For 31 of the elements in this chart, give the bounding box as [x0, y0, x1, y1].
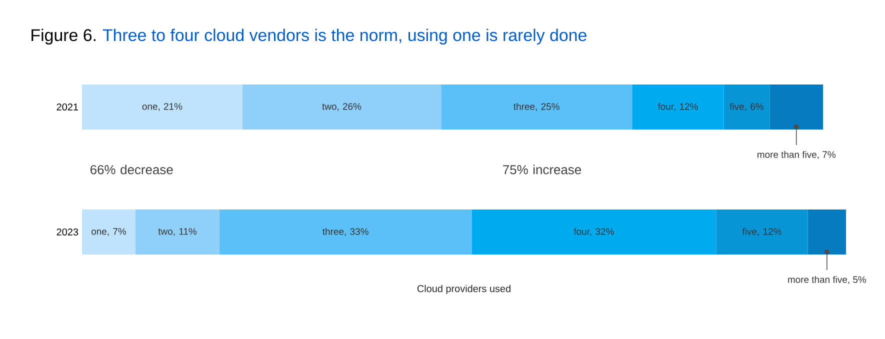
bar	[632, 84, 724, 130]
annotation: 66% decrease	[90, 164, 173, 174]
chart-title: Figure 6.	[32, 28, 96, 45]
bar	[82, 84, 242, 130]
data-label: three, 33%	[322, 228, 368, 236]
bar	[441, 84, 632, 130]
data-label: one, 21%	[142, 103, 182, 111]
chart-subtitle: Three to four cloud vendors is the norm, using one is rarely done	[102, 28, 586, 45]
annotation: 75% increase	[503, 164, 582, 174]
bar	[82, 210, 136, 255]
y-tick-label: 2023	[56, 228, 78, 236]
data-label: two, 26%	[322, 103, 362, 111]
bar	[220, 210, 472, 255]
data-label: five, 6%	[730, 102, 764, 112]
data-label: two, 11%	[158, 228, 197, 236]
data-label: four, 12%	[658, 102, 698, 112]
data-label: three, 25%	[514, 102, 560, 112]
data-label: more than five, 5%	[788, 276, 866, 284]
bar	[770, 84, 824, 130]
data-label: more than five, 7%	[758, 150, 836, 160]
bar	[242, 84, 442, 130]
bar	[135, 210, 220, 255]
bar	[716, 210, 808, 255]
data-label: one, 7%	[92, 228, 126, 236]
data-label: five, 12%	[742, 228, 782, 236]
bar	[724, 84, 770, 130]
x-axis-title: Cloud providers used	[417, 284, 510, 294]
y-tick-label: 2021	[56, 103, 78, 111]
bar	[808, 210, 846, 255]
bar	[472, 210, 716, 255]
data-label: four, 32%	[574, 228, 614, 236]
